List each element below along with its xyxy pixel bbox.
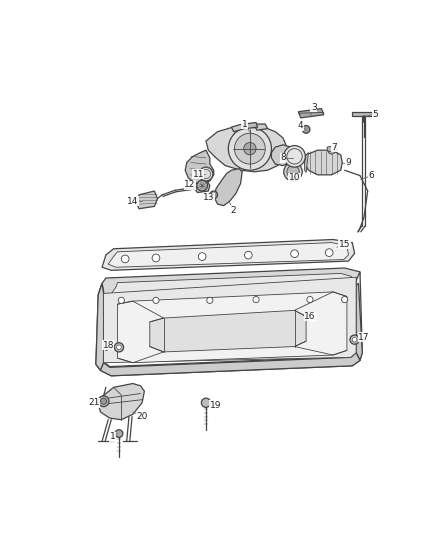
Circle shape: [244, 251, 252, 259]
Polygon shape: [110, 273, 352, 299]
Circle shape: [207, 297, 213, 303]
Polygon shape: [102, 239, 355, 270]
Circle shape: [328, 147, 336, 154]
Circle shape: [197, 180, 208, 191]
Circle shape: [121, 255, 129, 263]
Polygon shape: [244, 123, 258, 128]
Circle shape: [244, 142, 256, 155]
Text: 1: 1: [110, 432, 116, 441]
Circle shape: [291, 250, 298, 257]
Text: 16: 16: [304, 312, 316, 321]
Text: 5: 5: [373, 109, 378, 118]
Polygon shape: [327, 146, 338, 152]
Polygon shape: [96, 284, 103, 370]
Circle shape: [287, 166, 299, 178]
Text: 18: 18: [102, 341, 114, 350]
Circle shape: [100, 398, 107, 405]
Circle shape: [152, 254, 160, 262]
Text: 13: 13: [202, 193, 214, 203]
Circle shape: [98, 396, 109, 407]
Circle shape: [284, 163, 302, 181]
Text: 12: 12: [184, 180, 195, 189]
Text: 10: 10: [289, 173, 300, 182]
Polygon shape: [206, 126, 287, 172]
Polygon shape: [98, 268, 360, 299]
Text: 17: 17: [358, 333, 370, 342]
Text: 6: 6: [369, 171, 374, 180]
Polygon shape: [108, 243, 349, 267]
Circle shape: [118, 297, 124, 303]
Text: 19: 19: [209, 401, 221, 409]
Text: 11: 11: [193, 169, 204, 179]
Text: 3: 3: [311, 102, 317, 111]
Polygon shape: [272, 145, 293, 166]
Text: 4: 4: [298, 121, 304, 130]
Polygon shape: [98, 384, 145, 419]
Circle shape: [114, 343, 124, 352]
Polygon shape: [215, 168, 242, 206]
Circle shape: [342, 296, 348, 303]
Polygon shape: [304, 152, 308, 173]
Text: 14: 14: [127, 197, 138, 206]
Polygon shape: [150, 310, 306, 352]
Text: 9: 9: [346, 158, 351, 167]
Polygon shape: [185, 150, 214, 184]
Circle shape: [234, 133, 265, 164]
Circle shape: [198, 253, 206, 261]
Circle shape: [228, 127, 272, 170]
Polygon shape: [194, 182, 210, 192]
Circle shape: [201, 398, 211, 407]
Circle shape: [352, 337, 357, 342]
Text: 8: 8: [280, 154, 286, 163]
Polygon shape: [352, 112, 375, 116]
Text: 15: 15: [339, 240, 350, 248]
Circle shape: [210, 191, 218, 199]
Circle shape: [117, 345, 121, 350]
Circle shape: [302, 126, 310, 133]
Polygon shape: [352, 277, 362, 360]
Text: 7: 7: [332, 143, 337, 151]
Text: 21: 21: [88, 398, 100, 407]
Polygon shape: [298, 109, 324, 118]
Circle shape: [115, 430, 123, 438]
Text: 20: 20: [136, 412, 148, 421]
Polygon shape: [103, 277, 356, 363]
Text: 1: 1: [242, 119, 247, 128]
Polygon shape: [117, 292, 347, 363]
Polygon shape: [100, 353, 360, 376]
Circle shape: [350, 335, 359, 344]
Polygon shape: [136, 191, 158, 209]
Circle shape: [307, 296, 313, 303]
Polygon shape: [96, 272, 362, 376]
Circle shape: [199, 167, 213, 181]
Polygon shape: [304, 150, 342, 175]
Circle shape: [325, 249, 333, 256]
Circle shape: [153, 297, 159, 303]
Circle shape: [284, 146, 305, 167]
Circle shape: [253, 296, 259, 303]
Text: 2: 2: [230, 206, 236, 215]
Polygon shape: [254, 124, 268, 130]
Polygon shape: [231, 124, 244, 132]
